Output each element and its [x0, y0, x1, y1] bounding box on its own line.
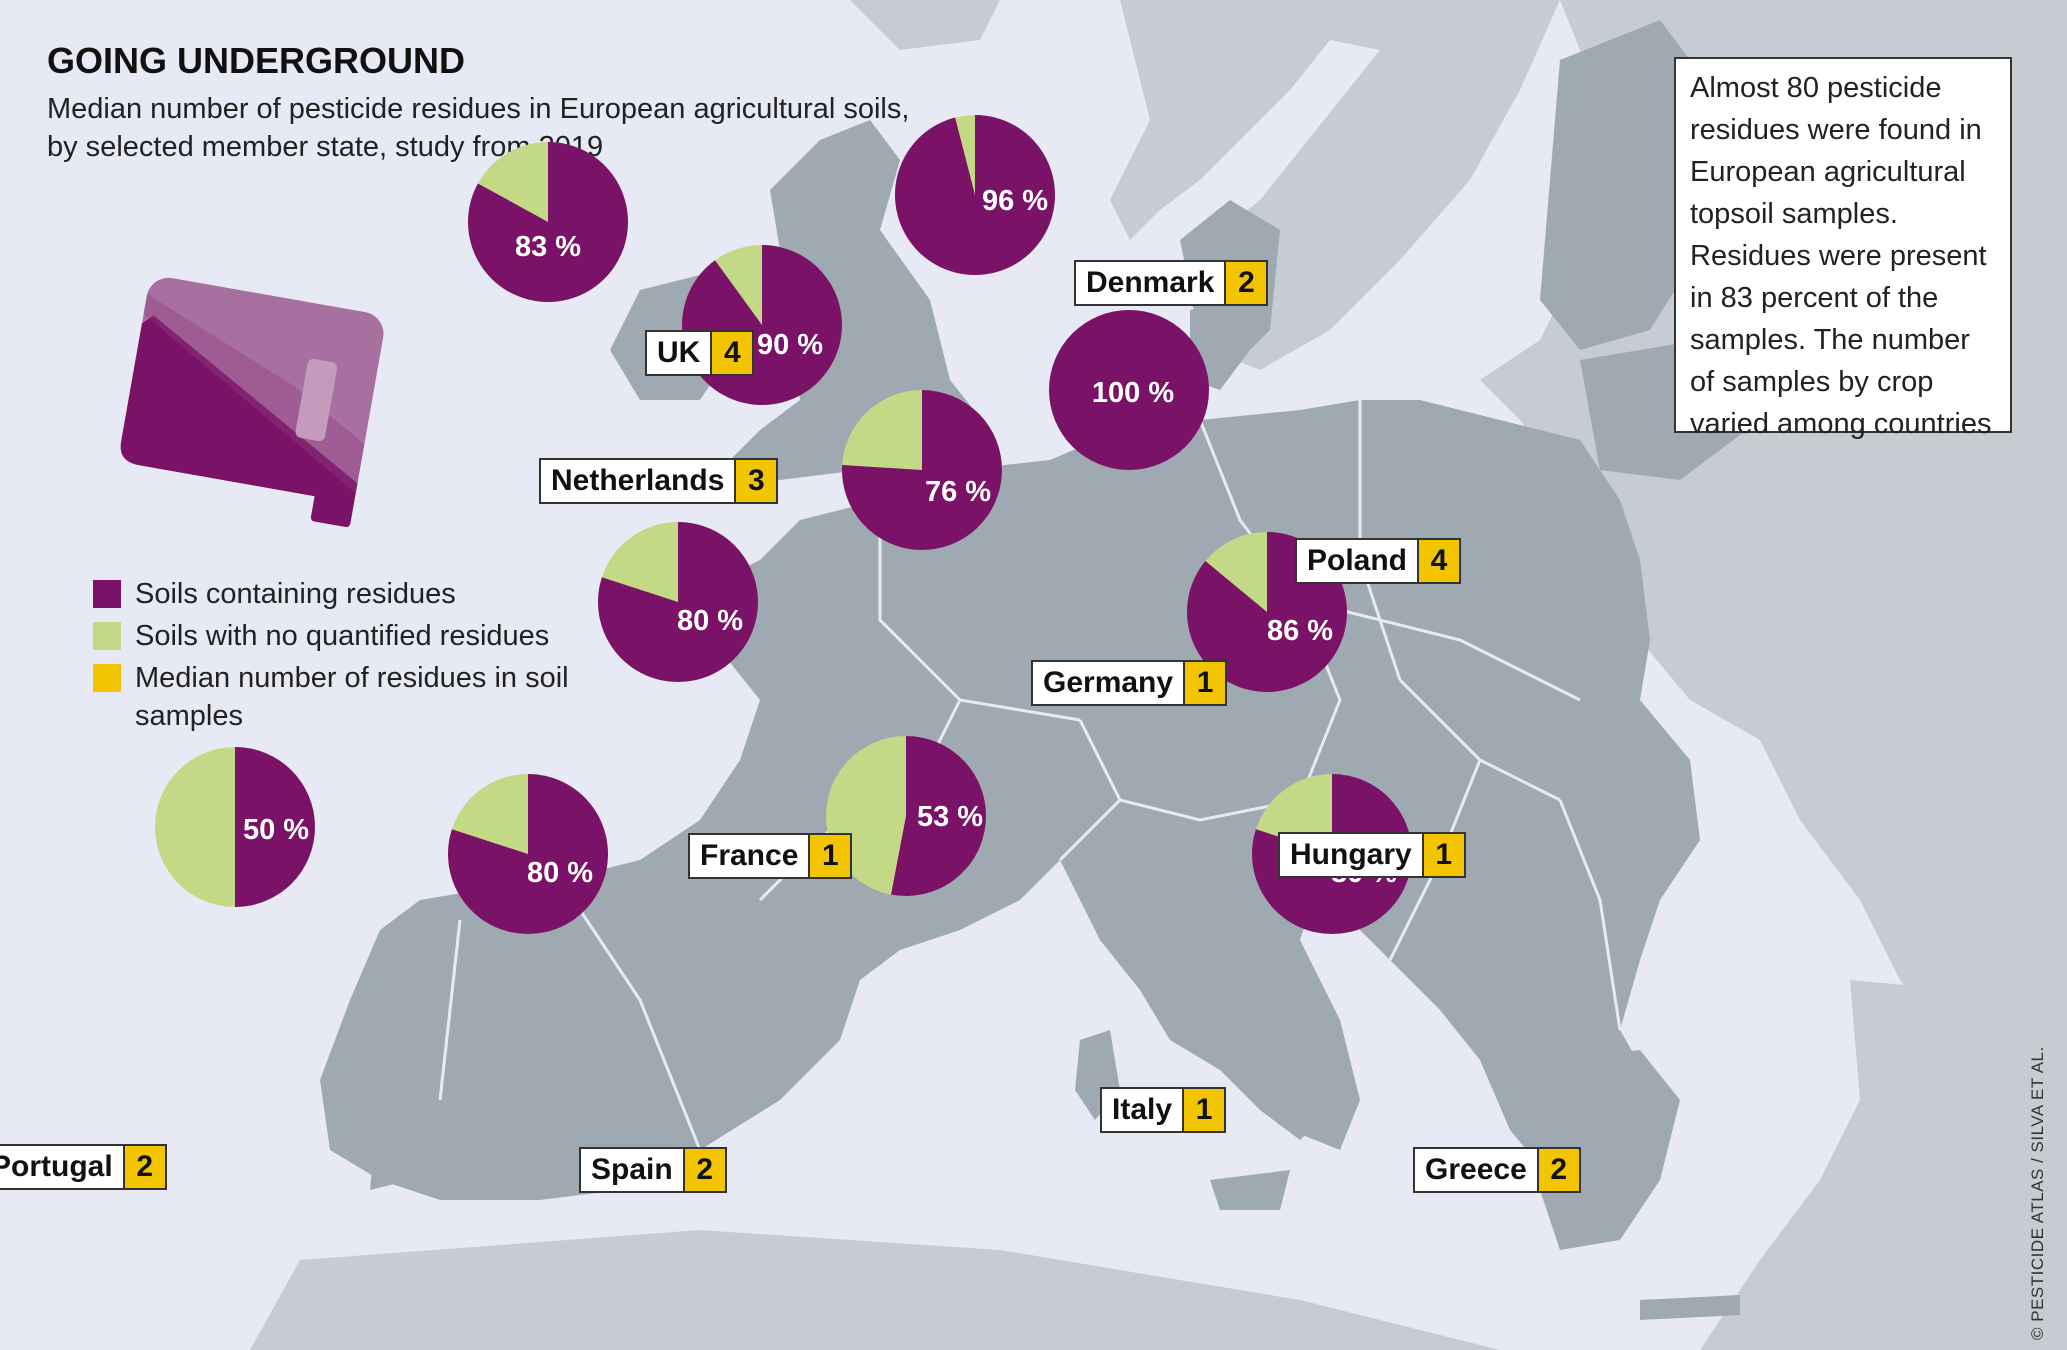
slice-residues-italy	[891, 736, 986, 896]
country-label-portugal: Portugal 2	[0, 1144, 167, 1190]
pie-portugal: 50 %	[155, 747, 315, 907]
legend-item-no-residues: Soils with no quantified residues	[93, 617, 575, 655]
median-badge: 3	[734, 460, 777, 502]
legend-item-residues: Soils containing residues	[93, 575, 575, 613]
country-label-spain: Spain 2	[579, 1147, 727, 1193]
median-badge: 2	[122, 1146, 165, 1188]
pct-label-poland: 100 %	[1092, 377, 1174, 409]
legend-swatch-median	[93, 664, 121, 692]
pie-uk: 83 %	[467, 142, 628, 302]
country-name: UK	[657, 336, 701, 369]
pct-label-germany: 76 %	[925, 476, 991, 508]
median-badge: 2	[682, 1149, 725, 1191]
slice-residues-spain	[447, 774, 608, 934]
pct-label-spain: 80 %	[527, 857, 593, 889]
country-label-germany: Germany 1	[1031, 660, 1228, 706]
legend-item-median: Median number of residues in soil sample…	[93, 659, 575, 735]
legend: Soils containing residues Soils with no …	[93, 575, 575, 739]
country-name: Hungary	[1290, 838, 1412, 871]
country-name: Italy	[1112, 1093, 1173, 1126]
country-label-denmark: Denmark 2	[1074, 260, 1269, 306]
country-name: Poland	[1307, 544, 1408, 577]
country-label-netherlands: Netherlands 3	[539, 458, 779, 504]
pct-label-denmark: 96 %	[982, 185, 1048, 217]
country-name: Greece	[1425, 1153, 1527, 1186]
legend-label: Soils with no quantified residues	[135, 620, 550, 652]
legend-swatch-no-residues	[93, 622, 121, 650]
median-badge: 1	[1183, 662, 1226, 704]
pct-label-portugal: 50 %	[243, 814, 309, 846]
legend-swatch-residues	[93, 580, 121, 608]
slice-residues-netherlands	[682, 245, 842, 405]
country-label-hungary: Hungary 1	[1278, 832, 1466, 878]
pct-label-hungary: 86 %	[1267, 615, 1333, 647]
pie-netherlands: 90 %	[682, 245, 842, 405]
credit: © PESTICIDE ATLAS / SILVA ET AL.	[2028, 1046, 2047, 1340]
median-badge: 2	[1536, 1149, 1579, 1191]
median-badge: 2	[1224, 262, 1267, 304]
country-name: Portugal	[0, 1150, 113, 1183]
pct-label-netherlands: 90 %	[757, 329, 823, 361]
pct-label-uk: 83 %	[515, 231, 581, 263]
slice-residues-denmark	[894, 115, 1055, 275]
country-name: Denmark	[1086, 266, 1215, 299]
pie-denmark: 96 %	[894, 115, 1055, 275]
country-label-italy: Italy 1	[1100, 1087, 1227, 1133]
info-box: Almost 80 pesticide residues were found …	[1674, 57, 2012, 440]
country-name: Spain	[591, 1153, 673, 1186]
slice-residues-france	[597, 522, 758, 682]
legend-label: Soils containing residues	[135, 578, 456, 610]
country-label-greece: Greece 2	[1413, 1147, 1581, 1193]
slice-residues-poland	[1049, 310, 1209, 470]
pct-label-italy: 53 %	[917, 801, 983, 833]
slice-residues-uk	[467, 142, 628, 302]
pie-spain: 80 %	[447, 774, 608, 934]
median-badge: 1	[1182, 1089, 1225, 1131]
country-name: Germany	[1043, 666, 1174, 699]
country-name: Netherlands	[551, 464, 725, 497]
pie-germany: 76 %	[842, 390, 1002, 550]
country-label-uk: UK 4	[645, 330, 755, 376]
country-label-poland: Poland 4	[1295, 538, 1462, 584]
country-name: France	[700, 839, 799, 872]
chart-subtitle: Median number of pesticide residues in E…	[47, 93, 910, 163]
median-badge: 4	[710, 332, 753, 374]
pie-italy: 53 %	[826, 736, 986, 896]
median-badge: 1	[808, 835, 851, 877]
slice-residues-germany	[842, 390, 1002, 550]
pct-label-france: 80 %	[677, 605, 743, 637]
pie-france: 80 %	[597, 522, 758, 682]
country-label-france: France 1	[688, 833, 853, 879]
jerrycan-icon	[120, 277, 384, 528]
pie-poland: 100 %	[1049, 310, 1209, 470]
median-badge: 1	[1421, 834, 1464, 876]
chart-title: GOING UNDERGROUND	[47, 40, 466, 81]
median-badge: 4	[1417, 540, 1460, 582]
legend-label: Median number of residues in soil sample…	[135, 662, 569, 732]
slice-residues-portugal	[235, 747, 315, 907]
